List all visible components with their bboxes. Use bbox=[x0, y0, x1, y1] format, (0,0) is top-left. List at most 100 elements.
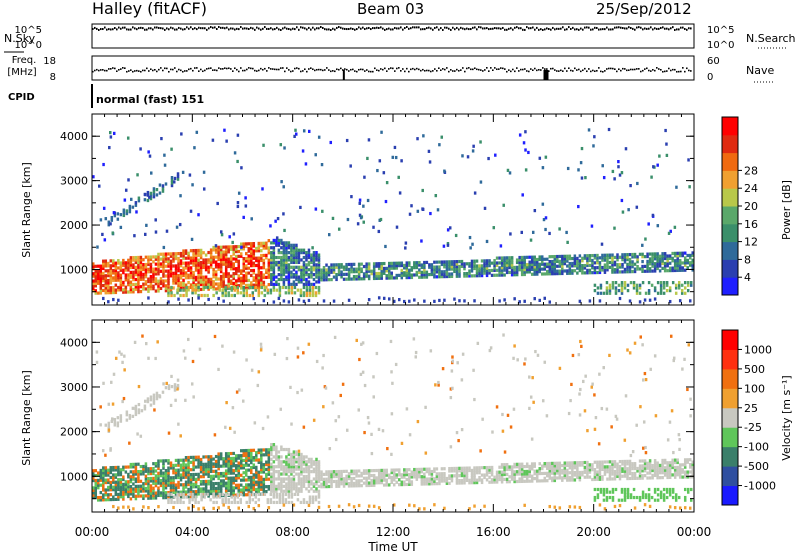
v-cell bbox=[530, 477, 534, 481]
freq-trace bbox=[92, 67, 692, 80]
p-cell bbox=[139, 267, 143, 272]
freq-point bbox=[446, 67, 448, 69]
freq-point bbox=[408, 70, 410, 73]
v-cell bbox=[242, 490, 245, 494]
p-cell bbox=[287, 268, 291, 272]
p-cell bbox=[290, 275, 293, 279]
v-cell bbox=[317, 467, 321, 471]
v-cell bbox=[503, 463, 506, 467]
v-cell bbox=[277, 460, 281, 464]
p-cell bbox=[553, 259, 557, 264]
p-cell bbox=[260, 273, 263, 277]
p-cell bbox=[133, 234, 136, 238]
p-cell bbox=[212, 258, 215, 262]
v-cell bbox=[182, 468, 185, 472]
v-cell bbox=[390, 478, 393, 482]
v-cell bbox=[137, 494, 140, 498]
p-cell bbox=[387, 274, 391, 278]
v-cell bbox=[382, 483, 386, 487]
v-cell bbox=[144, 464, 148, 469]
v-cell bbox=[169, 490, 173, 495]
v-cell bbox=[315, 462, 318, 466]
freq-point bbox=[318, 68, 320, 71]
p-cell bbox=[322, 299, 326, 303]
p-cell bbox=[197, 270, 200, 275]
v-cell bbox=[393, 468, 396, 472]
p-cell bbox=[227, 281, 230, 286]
v-cell bbox=[239, 488, 243, 492]
v-cell bbox=[247, 456, 251, 460]
v-cell bbox=[290, 452, 293, 457]
p-cell bbox=[429, 211, 432, 216]
v-cell bbox=[224, 484, 228, 488]
p-cell bbox=[255, 273, 258, 277]
v-cell bbox=[320, 472, 323, 477]
p-cell bbox=[410, 275, 414, 280]
p-cell bbox=[276, 216, 280, 221]
v-cell bbox=[340, 472, 343, 476]
p-cell bbox=[671, 268, 674, 273]
p-cell bbox=[611, 169, 615, 174]
p-cell bbox=[202, 282, 205, 287]
p-cell bbox=[593, 256, 597, 260]
v-cell bbox=[515, 465, 519, 469]
p-cell bbox=[523, 265, 526, 269]
p-cell bbox=[257, 256, 261, 260]
v-cell bbox=[129, 477, 133, 481]
v-cell bbox=[513, 479, 516, 484]
freq-point bbox=[162, 69, 164, 72]
v-cell bbox=[162, 466, 165, 470]
freq-point bbox=[666, 70, 668, 72]
freq-point bbox=[478, 68, 480, 71]
freq-point bbox=[262, 68, 264, 71]
p-cell bbox=[618, 263, 622, 267]
v-cell bbox=[315, 465, 318, 469]
v-cell bbox=[270, 462, 273, 466]
p-cell bbox=[644, 291, 648, 295]
freq-point bbox=[402, 68, 404, 70]
v-cell bbox=[260, 455, 263, 459]
freq-point bbox=[276, 68, 278, 71]
p-cell bbox=[142, 258, 145, 262]
p-cell bbox=[387, 266, 391, 270]
p-cell bbox=[129, 280, 133, 284]
p-cell bbox=[170, 184, 174, 188]
v-cell bbox=[117, 492, 120, 496]
freq-point bbox=[384, 67, 386, 70]
p-cell bbox=[453, 269, 456, 274]
v-cell bbox=[335, 472, 338, 476]
p-cell bbox=[112, 259, 115, 263]
p-cell bbox=[620, 286, 624, 290]
p-cell bbox=[405, 268, 409, 272]
p-cell bbox=[546, 272, 549, 276]
v-cell bbox=[275, 477, 278, 481]
p-cell bbox=[119, 285, 123, 290]
p-cell bbox=[656, 264, 659, 268]
freq-point bbox=[494, 67, 496, 69]
p-cell bbox=[576, 256, 579, 261]
p-cell bbox=[149, 262, 153, 266]
p-cell bbox=[623, 281, 627, 285]
p-cell bbox=[463, 274, 466, 278]
freq-point bbox=[572, 70, 574, 72]
v-cell bbox=[352, 484, 356, 488]
v-cell bbox=[277, 487, 281, 491]
v-cell bbox=[134, 465, 138, 469]
v-cell bbox=[448, 469, 451, 473]
p-cell bbox=[450, 272, 454, 276]
p-cell bbox=[237, 284, 240, 288]
v-cell bbox=[551, 466, 554, 470]
v-cell bbox=[413, 472, 416, 477]
p-cell bbox=[648, 259, 652, 263]
p-cell bbox=[302, 285, 306, 290]
v-cell bbox=[232, 459, 235, 463]
p-cell bbox=[505, 266, 509, 270]
v-cell bbox=[335, 479, 338, 484]
nsky-point bbox=[326, 28, 328, 31]
p-cell bbox=[581, 256, 584, 260]
p-cell bbox=[233, 293, 236, 298]
v-cell bbox=[219, 481, 223, 485]
v-cell bbox=[242, 476, 245, 480]
v-cell bbox=[127, 489, 130, 494]
v-cell bbox=[290, 455, 293, 459]
